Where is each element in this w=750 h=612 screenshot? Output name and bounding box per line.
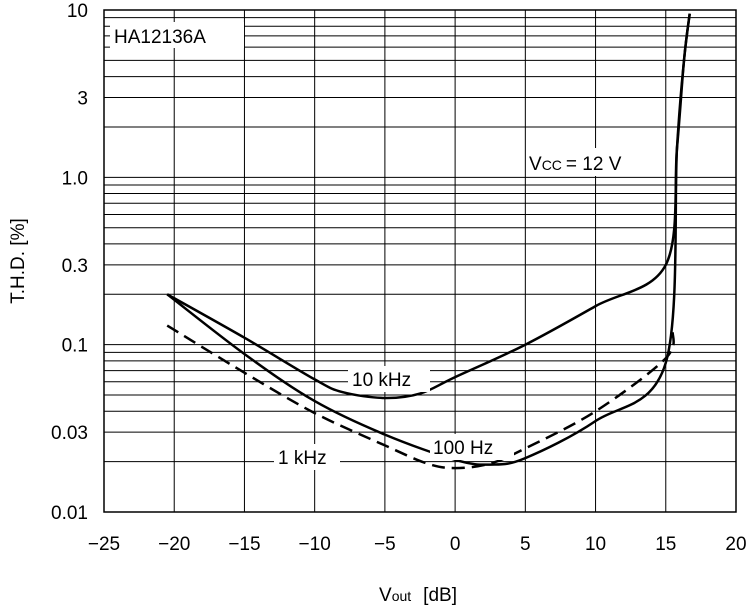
y-tick-label: 0.03 [51,423,88,444]
x-tick-label: −5 [374,534,396,555]
y-tick-label: 1.0 [62,168,88,189]
x-tick-label: −15 [228,534,260,555]
chart-label: HA12136A [114,27,206,48]
chart-label-box [110,22,244,48]
data-curves [166,13,691,470]
label-box-1khz [274,444,340,470]
label-box-100hz [430,434,514,460]
x-tick-label: 10 [585,534,606,555]
grid-lines [103,10,737,513]
x-tick-label: −20 [158,534,190,555]
y-tick-label: 3 [77,88,88,109]
y-tick-label: 0.01 [51,503,88,524]
x-tick-label: 15 [655,534,676,555]
series-line-100hz [166,13,691,466]
label-box-10khz [348,366,430,392]
series-line-10khz [166,13,691,400]
x-tick-label: 5 [520,534,531,555]
vcc-annotation: VCC = 12 V [529,154,622,175]
y-tick-label: 0.3 [62,256,88,277]
series-label-10khz: 10 kHz [352,370,411,391]
x-tick-label: 20 [725,534,746,555]
series-label-1khz: 1 kHz [278,448,327,469]
vcc-annotation-box [526,148,656,176]
x-axis-title: Vout [dB] [379,585,457,606]
x-tick-label: 0 [450,534,461,555]
series-line-1khz [166,324,675,470]
plot-frame [103,9,737,513]
y-tick-label: 10 [67,1,88,22]
y-axis-title: T.H.D. [%] [8,218,29,304]
y-tick-label: 0.1 [62,336,88,357]
x-tick-labels: −25 −20 −15 −10 −5 0 5 10 15 20 [88,534,747,555]
y-tick-labels: 10 3 1.0 0.3 0.1 0.03 0.01 [51,1,88,524]
x-tick-label: −10 [299,534,331,555]
series-label-100hz: 100 Hz [433,438,493,459]
x-tick-label: −25 [88,534,120,555]
